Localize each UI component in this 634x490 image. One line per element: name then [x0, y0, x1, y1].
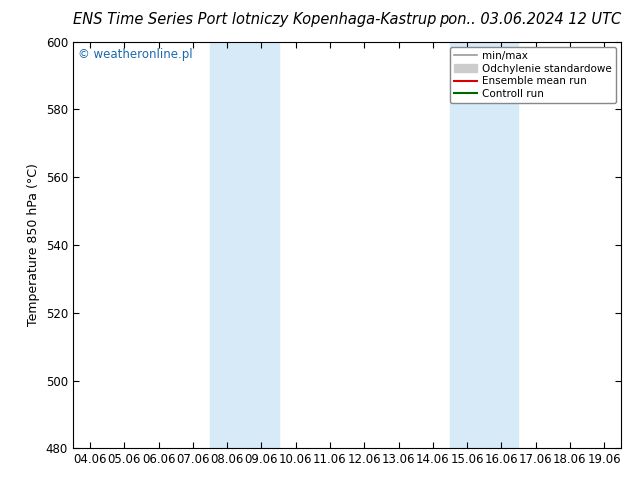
Text: ENS Time Series Port lotniczy Kopenhaga-Kastrup: ENS Time Series Port lotniczy Kopenhaga-…: [73, 12, 436, 27]
Legend: min/max, Odchylenie standardowe, Ensemble mean run, Controll run: min/max, Odchylenie standardowe, Ensembl…: [450, 47, 616, 103]
Bar: [450, 42, 519, 448]
Bar: [210, 42, 278, 448]
Y-axis label: Temperature 850 hPa (°C): Temperature 850 hPa (°C): [27, 164, 40, 326]
Text: pon.. 03.06.2024 12 UTC: pon.. 03.06.2024 12 UTC: [439, 12, 621, 27]
Text: © weatheronline.pl: © weatheronline.pl: [79, 48, 193, 61]
